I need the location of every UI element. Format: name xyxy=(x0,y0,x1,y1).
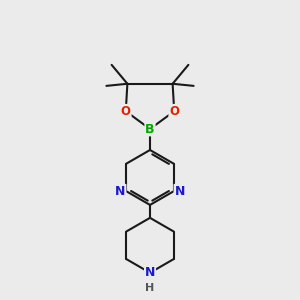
Text: B: B xyxy=(145,122,155,136)
Text: O: O xyxy=(169,105,179,118)
Text: N: N xyxy=(145,266,155,279)
Text: O: O xyxy=(121,105,131,118)
Text: H: H xyxy=(146,283,154,293)
Text: N: N xyxy=(115,185,126,198)
Text: N: N xyxy=(174,185,185,198)
